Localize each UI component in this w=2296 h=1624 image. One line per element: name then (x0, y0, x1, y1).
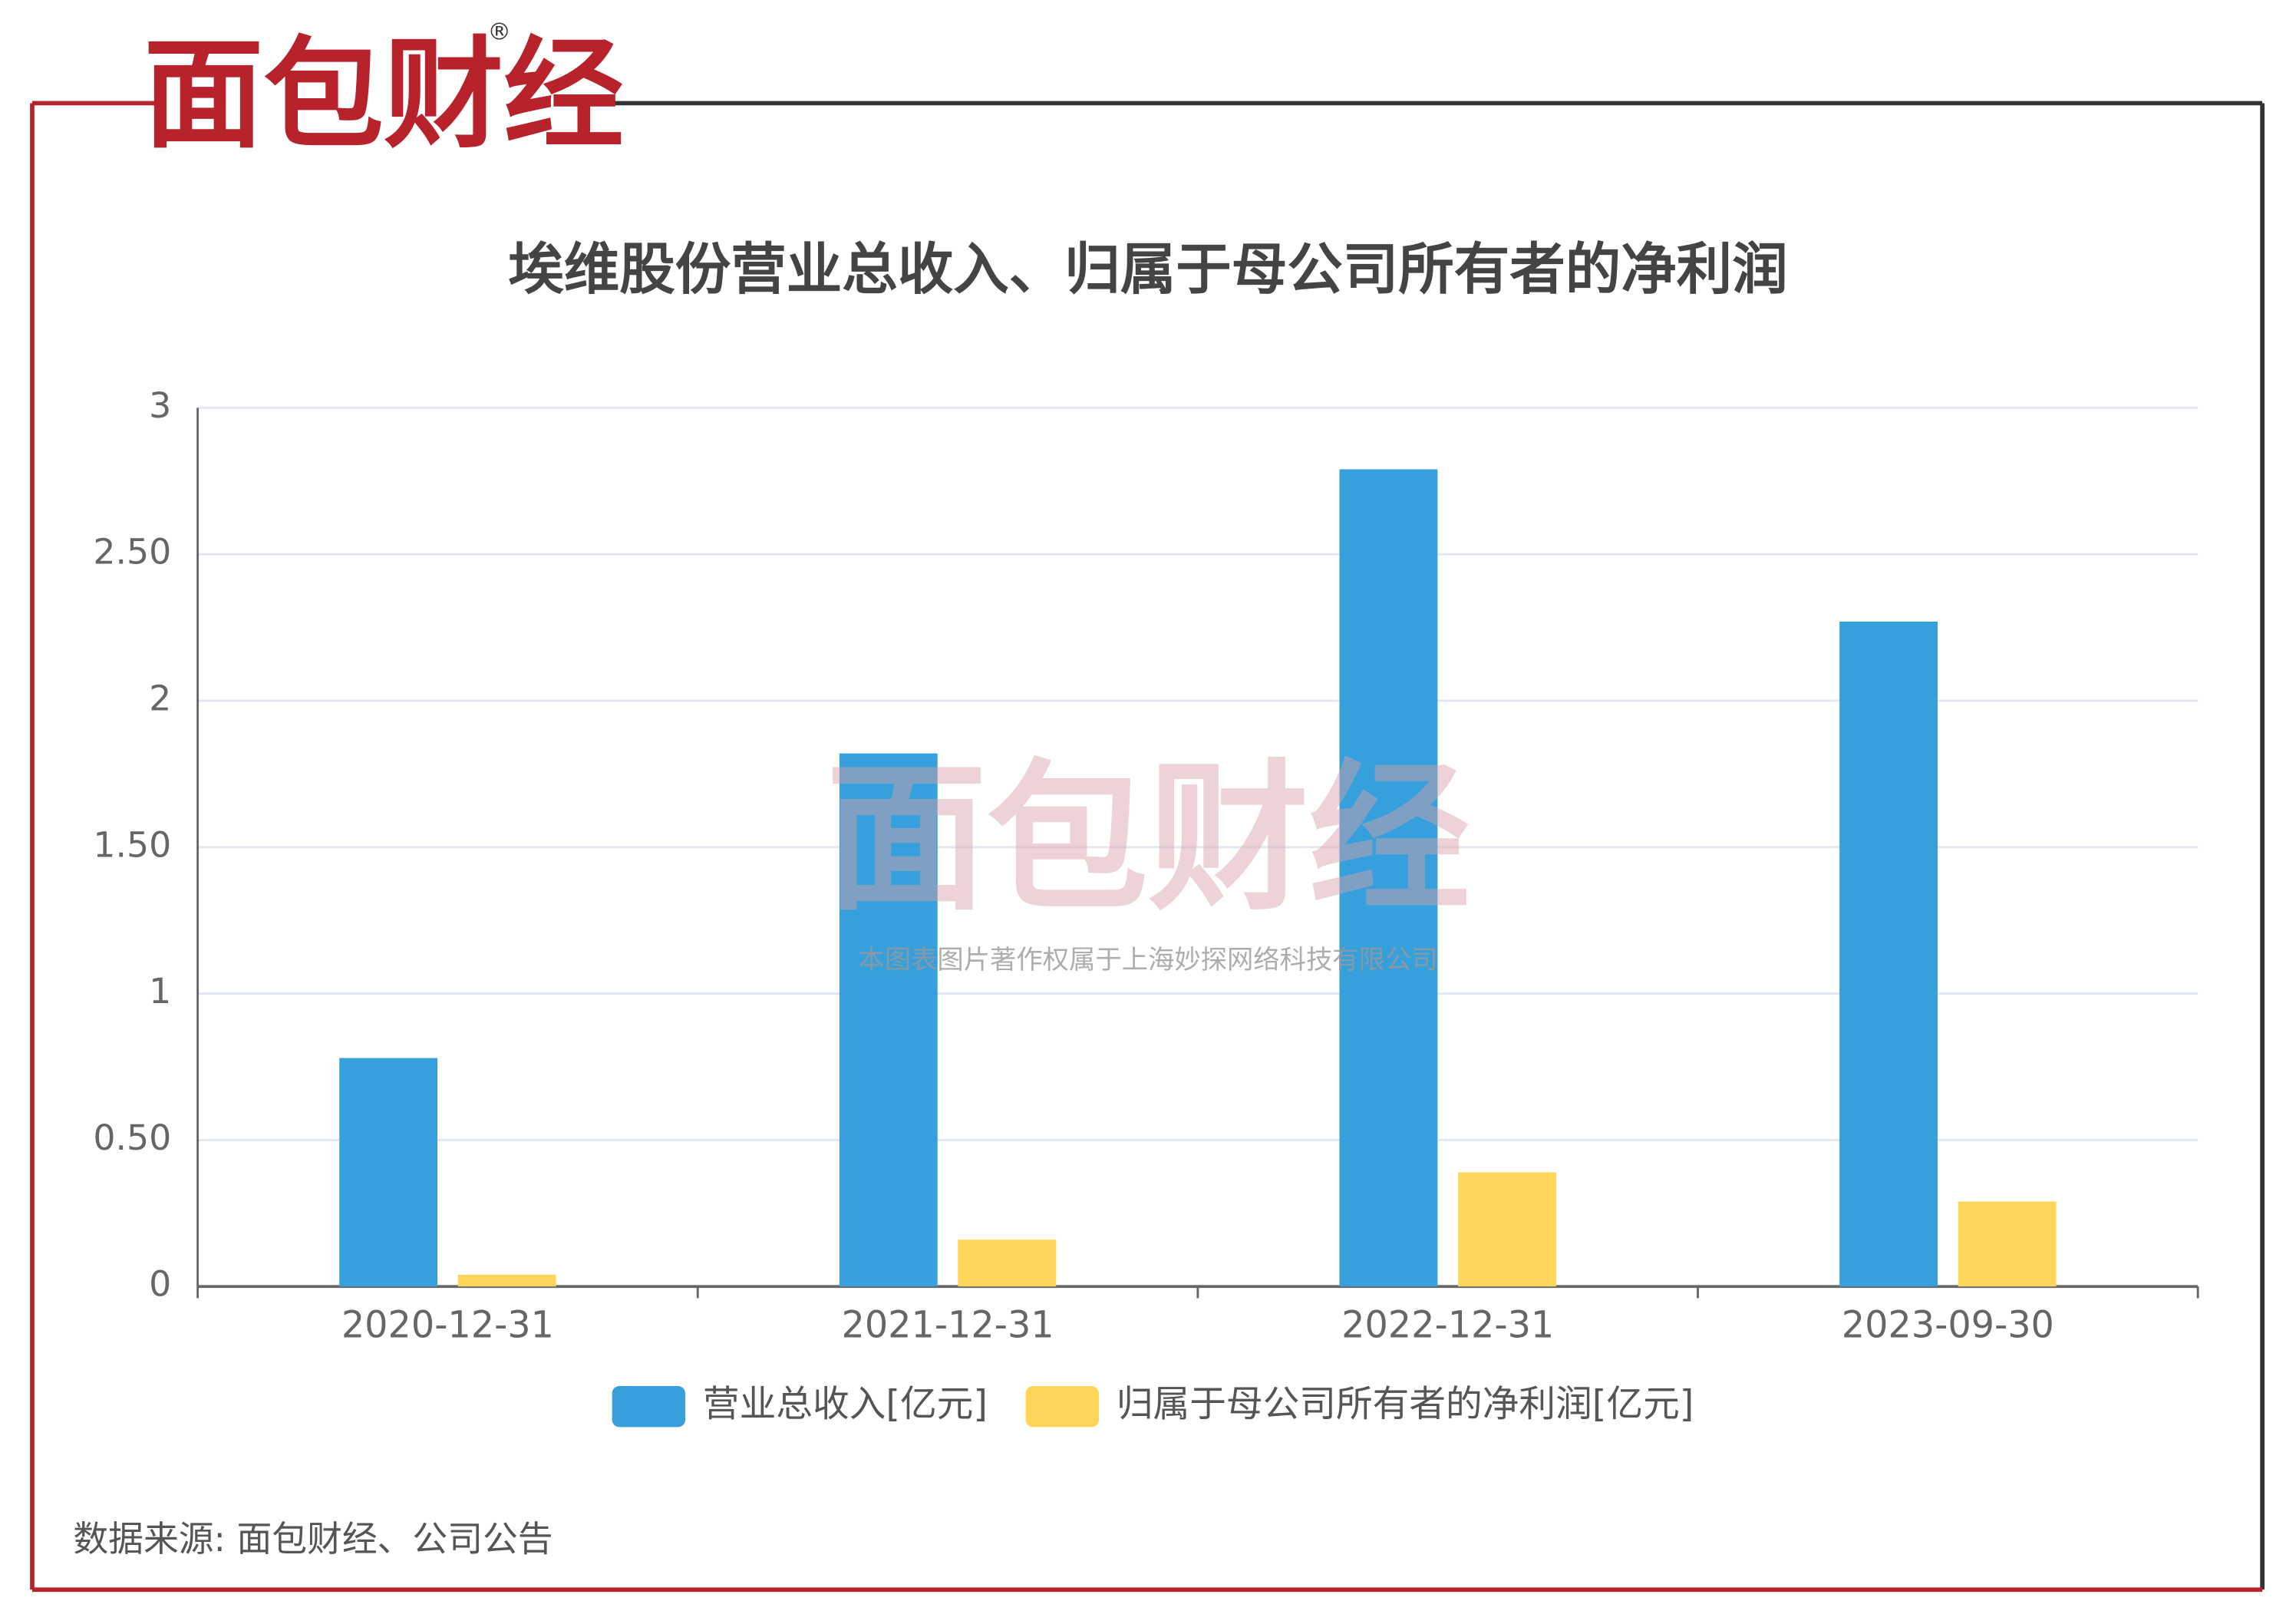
y-tick-label: 1.50 (93, 824, 171, 865)
y-tick-label: 2.50 (93, 531, 171, 573)
legend-label: 归属于母公司所有者的净利润[亿元] (1117, 1384, 1694, 1426)
bar (339, 1058, 438, 1287)
legend-swatch (1025, 1386, 1099, 1428)
legend-swatch (612, 1386, 686, 1428)
bar (457, 1274, 556, 1287)
y-tick-label: 3 (149, 385, 171, 426)
x-tick-label: 2022-12-31 (1341, 1305, 1554, 1347)
y-tick-label: 0 (149, 1263, 171, 1305)
bar (839, 753, 938, 1287)
legend-label: 营业总收入[亿元] (703, 1384, 988, 1426)
plot: 0 0.50 1 1.50 2 2.50 3 2020-12-31 2021-12-31 2022… (93, 385, 2199, 1428)
watermark: 本图表图片著作权属于上海妙探网络科技有限公司 (858, 945, 1437, 975)
x-tick-label: 2023-09-30 (1842, 1305, 2054, 1347)
bar (1339, 469, 1438, 1287)
watermark-logo: 面包财经 (826, 744, 1470, 932)
bar (1958, 1201, 2057, 1287)
y-tick-label: 0.50 (93, 1117, 171, 1158)
y-tick-label: 1 (149, 970, 171, 1012)
source: 数据来源: 面包财经、公司公告 (73, 1518, 553, 1560)
x-tick-label: 2020-12-31 (341, 1305, 554, 1347)
x-tick-label: 2021-12-31 (841, 1305, 1054, 1347)
y-tick-label: 2 (149, 677, 171, 718)
bar (958, 1239, 1057, 1287)
logo-mark: ® (487, 18, 511, 45)
bar (1458, 1172, 1556, 1287)
logo: 面包财经 (144, 25, 624, 164)
chart-title: 埃维股份营业总收入、归属于母公司所有者的净利润 (508, 238, 1788, 302)
bar (1839, 621, 1938, 1287)
